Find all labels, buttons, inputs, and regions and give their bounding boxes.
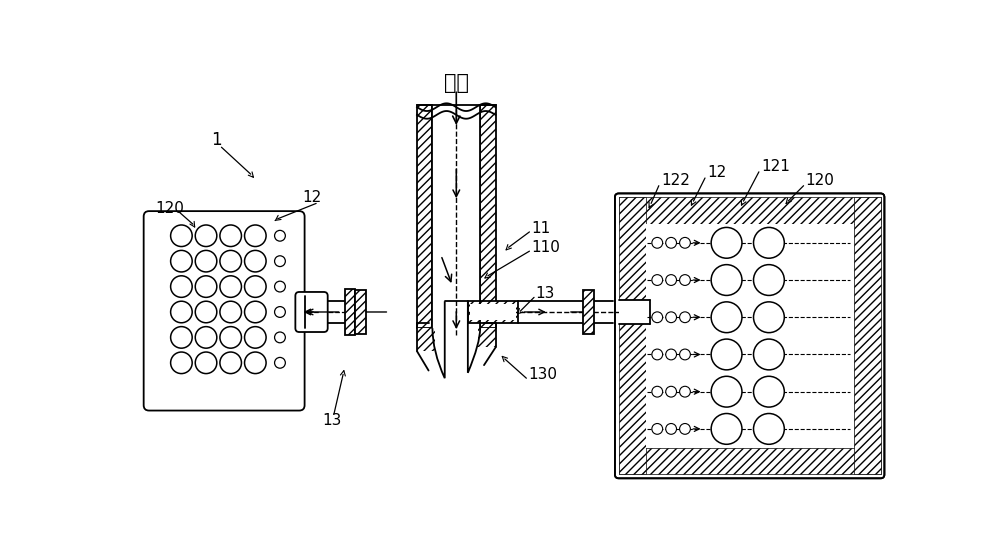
Circle shape xyxy=(171,225,192,247)
Bar xyxy=(468,301,518,323)
Bar xyxy=(646,224,854,447)
Circle shape xyxy=(220,251,241,272)
Bar xyxy=(470,304,516,320)
Circle shape xyxy=(275,256,285,267)
Bar xyxy=(646,382,854,402)
Bar xyxy=(345,289,355,335)
Circle shape xyxy=(171,251,192,272)
Circle shape xyxy=(171,276,192,298)
Circle shape xyxy=(195,251,217,272)
Text: 12: 12 xyxy=(303,190,322,205)
Circle shape xyxy=(666,275,677,285)
Circle shape xyxy=(666,387,677,397)
Text: 11: 11 xyxy=(532,221,551,236)
Text: 12: 12 xyxy=(707,165,727,180)
Circle shape xyxy=(711,302,742,333)
Circle shape xyxy=(680,424,690,434)
Circle shape xyxy=(652,312,663,322)
Circle shape xyxy=(220,225,241,247)
Circle shape xyxy=(754,302,784,333)
Text: 1: 1 xyxy=(211,131,221,149)
Circle shape xyxy=(652,387,663,397)
Circle shape xyxy=(171,301,192,323)
Bar xyxy=(619,197,646,474)
Bar xyxy=(619,300,653,324)
Circle shape xyxy=(275,281,285,292)
Circle shape xyxy=(680,312,690,322)
Text: 气体: 气体 xyxy=(444,74,469,93)
Circle shape xyxy=(275,231,285,241)
Text: 121: 121 xyxy=(761,159,790,174)
Circle shape xyxy=(711,339,742,370)
Circle shape xyxy=(711,376,742,407)
Circle shape xyxy=(754,227,784,258)
Text: 130: 130 xyxy=(528,367,557,382)
Circle shape xyxy=(652,275,663,285)
FancyBboxPatch shape xyxy=(144,211,305,410)
Bar xyxy=(619,447,881,474)
Circle shape xyxy=(711,265,742,295)
Text: 122: 122 xyxy=(661,173,690,188)
Circle shape xyxy=(245,225,266,247)
Bar xyxy=(417,328,435,351)
Circle shape xyxy=(680,237,690,248)
Text: 13: 13 xyxy=(322,413,341,428)
Circle shape xyxy=(275,306,285,317)
Bar xyxy=(417,105,432,328)
Circle shape xyxy=(195,327,217,348)
Circle shape xyxy=(666,312,677,322)
Circle shape xyxy=(754,376,784,407)
Circle shape xyxy=(680,349,690,360)
Circle shape xyxy=(754,339,784,370)
Circle shape xyxy=(195,352,217,374)
Bar xyxy=(646,233,854,253)
Text: 110: 110 xyxy=(532,240,561,255)
Circle shape xyxy=(275,357,285,368)
Circle shape xyxy=(754,414,784,444)
Bar xyxy=(480,105,496,328)
FancyBboxPatch shape xyxy=(295,292,328,332)
Circle shape xyxy=(171,327,192,348)
Circle shape xyxy=(754,265,784,295)
Circle shape xyxy=(652,349,663,360)
Bar xyxy=(619,197,881,224)
Text: 120: 120 xyxy=(155,201,184,216)
Circle shape xyxy=(195,225,217,247)
Circle shape xyxy=(220,352,241,374)
Circle shape xyxy=(652,424,663,434)
Bar xyxy=(432,105,480,328)
Text: 120: 120 xyxy=(805,173,834,188)
Circle shape xyxy=(245,251,266,272)
Circle shape xyxy=(711,414,742,444)
Circle shape xyxy=(666,237,677,248)
Circle shape xyxy=(680,387,690,397)
Bar xyxy=(646,270,854,290)
Bar xyxy=(646,419,854,439)
Circle shape xyxy=(195,276,217,298)
Bar xyxy=(854,197,881,474)
Circle shape xyxy=(195,301,217,323)
Circle shape xyxy=(666,349,677,360)
Bar xyxy=(583,290,594,335)
Circle shape xyxy=(171,352,192,374)
Circle shape xyxy=(245,276,266,298)
Circle shape xyxy=(275,332,285,343)
Bar xyxy=(646,344,854,364)
Bar xyxy=(646,307,854,327)
Circle shape xyxy=(680,275,690,285)
Circle shape xyxy=(652,237,663,248)
Circle shape xyxy=(220,301,241,323)
Circle shape xyxy=(245,352,266,374)
Circle shape xyxy=(220,276,241,298)
Circle shape xyxy=(245,327,266,348)
Text: 13: 13 xyxy=(536,286,555,301)
Circle shape xyxy=(711,227,742,258)
Circle shape xyxy=(666,424,677,434)
Circle shape xyxy=(245,301,266,323)
Bar xyxy=(478,328,496,347)
FancyBboxPatch shape xyxy=(615,194,884,478)
Circle shape xyxy=(220,327,241,348)
Bar xyxy=(355,290,366,335)
